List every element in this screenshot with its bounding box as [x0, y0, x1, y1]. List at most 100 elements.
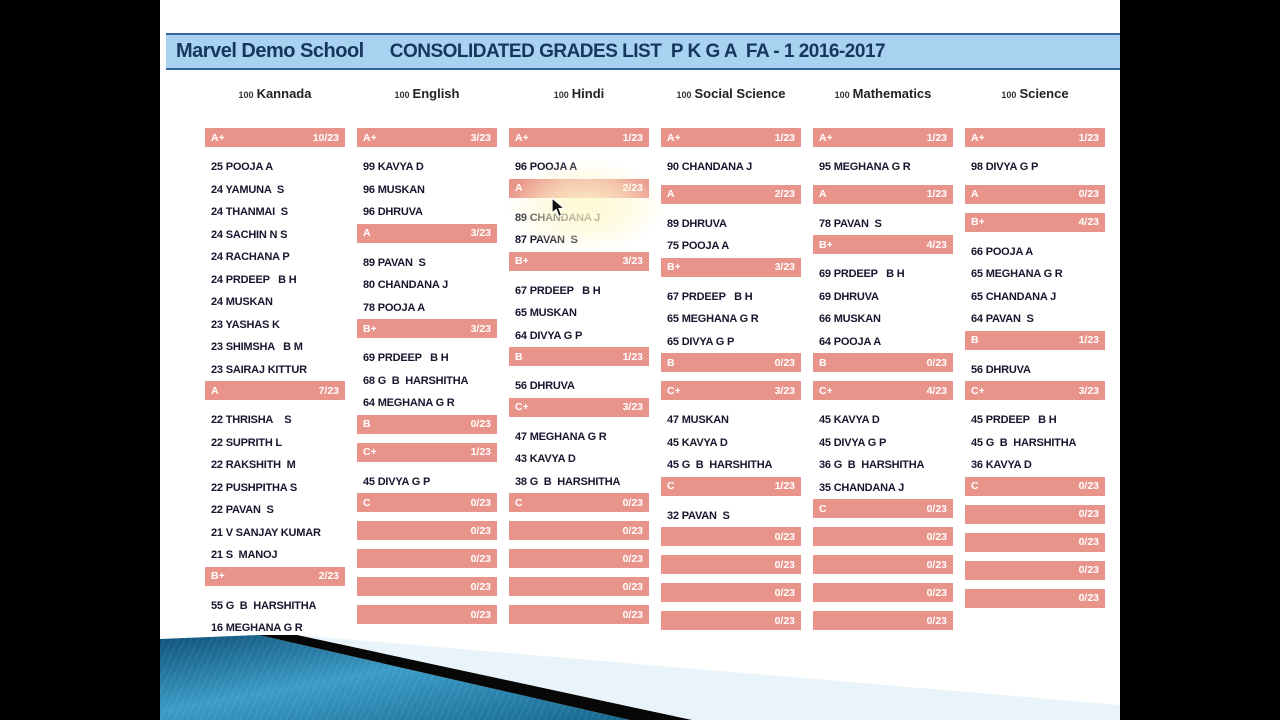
student-row[interactable]: 35 CHANDANA J	[819, 481, 905, 494]
grade-count: 3/23	[774, 261, 795, 273]
student-row[interactable]: 24 PRDEEP B H	[211, 273, 297, 286]
student-row[interactable]: 67 PRDEEP B H	[667, 290, 753, 303]
student-row[interactable]: 21 S MANOJ	[211, 549, 278, 561]
student-row[interactable]: 78 POOJA A	[363, 301, 425, 314]
student-row[interactable]: 89 DHRUVA	[667, 217, 727, 230]
student-row[interactable]: 90 CHANDANA J	[667, 161, 753, 173]
student-row[interactable]: 65 CHANDANA J	[971, 290, 1057, 303]
grade-count: 2/23	[774, 188, 795, 200]
student-row[interactable]: 45 KAVYA D	[819, 414, 880, 426]
student-row[interactable]: 22 PUSHPITHA S	[211, 481, 298, 494]
student-row[interactable]: 43 KAVYA D	[515, 453, 576, 465]
student-row[interactable]: 45 G B HARSHITHA	[971, 436, 1077, 449]
student-row[interactable]: 89 PAVAN S	[363, 256, 426, 269]
student-row[interactable]: 45 DIVYA G P	[363, 475, 431, 488]
grade-count: 0/23	[926, 586, 947, 599]
right-letterbox-bar	[1120, 0, 1280, 720]
student-row[interactable]: 23 SAIRAJ KITTUR	[211, 363, 307, 376]
student-row[interactable]: 69 PRDEEP B H	[819, 268, 905, 280]
student-row[interactable]: 65 MEGHANA G R	[667, 313, 759, 325]
student-row[interactable]: 56 DHRUVA	[971, 363, 1031, 376]
student-row[interactable]: 66 MUSKAN	[819, 313, 881, 325]
student-row[interactable]: 65 MEGHANA G R	[971, 268, 1063, 280]
student-row[interactable]: 25 POOJA A	[211, 161, 273, 173]
subject-name: Kannada	[256, 86, 312, 101]
student-row[interactable]: 96 POOJA A	[515, 161, 577, 173]
grade-count: 1/23	[622, 350, 643, 363]
max-marks-label: 100	[1001, 90, 1017, 100]
report-page: Marvel Demo School CONSOLIDATED GRADES L…	[160, 0, 1120, 720]
student-row[interactable]: 24 YAMUNA S	[211, 183, 284, 196]
grade-band: 0/23	[357, 521, 497, 540]
student-row[interactable]: 22 SUPRITH L	[211, 436, 282, 449]
student-row[interactable]: 45 G B HARSHITHA	[667, 459, 773, 471]
grade-count: 1/23	[1078, 131, 1099, 144]
student-row[interactable]: 21 V SANJAY KUMAR	[211, 526, 321, 539]
student-row[interactable]: 96 DHRUVA	[363, 206, 423, 218]
grade-band: C+ 4/23	[813, 381, 953, 400]
student-row[interactable]: 64 MEGHANA G R	[363, 397, 455, 409]
student-row[interactable]: 68 G B HARSHITHA	[363, 374, 469, 387]
grade-count: 4/23	[1078, 216, 1099, 228]
grade-band: 0/23	[509, 549, 649, 568]
student-row[interactable]: 56 DHRUVA	[515, 380, 575, 392]
grade-count: 1/23	[1078, 334, 1099, 346]
student-row[interactable]: 69 PRDEEP B H	[363, 352, 449, 364]
grade-band: C+ 3/23	[509, 397, 649, 417]
grade-count: 0/23	[1078, 592, 1099, 604]
grade-label: C+	[819, 384, 833, 397]
grade-label: A	[211, 384, 219, 397]
student-row[interactable]: 45 KAVYA D	[667, 436, 728, 449]
student-row[interactable]: 95 MEGHANA G R	[819, 161, 911, 173]
grade-band: A 1/23	[813, 184, 953, 204]
student-row[interactable]: 36 KAVYA D	[971, 459, 1032, 471]
student-row[interactable]: 64 PAVAN S	[971, 313, 1034, 325]
student-row[interactable]: 80 CHANDANA J	[363, 279, 449, 291]
student-row[interactable]: 69 DHRUVA	[819, 290, 879, 303]
student-row[interactable]: 55 G B HARSHITHA	[211, 599, 317, 612]
student-row[interactable]: 66 POOJA A	[971, 245, 1033, 258]
grade-band: B 0/23	[357, 414, 497, 434]
student-row[interactable]: 67 PRDEEP B H	[515, 284, 601, 297]
grade-band: C 0/23	[813, 499, 953, 518]
student-row[interactable]: 65 MUSKAN	[515, 307, 577, 319]
student-row[interactable]: 23 SHIMSHA B M	[211, 341, 303, 353]
student-row[interactable]: 96 MUSKAN	[363, 183, 425, 196]
student-row[interactable]: 38 G B HARSHITHA	[515, 475, 621, 488]
student-row[interactable]: 22 THRISHA S	[211, 414, 292, 426]
grade-label: B	[971, 334, 979, 346]
student-row[interactable]: 24 THANMAI S	[211, 206, 288, 218]
grade-band: 0/23	[813, 611, 953, 630]
max-marks-label: 100	[676, 90, 692, 100]
student-row[interactable]: 32 PAVAN S	[667, 509, 730, 522]
student-row[interactable]: 75 POOJA A	[667, 240, 729, 252]
student-row[interactable]: 98 DIVYA G P	[971, 161, 1039, 173]
student-row[interactable]: 64 DIVYA G P	[515, 329, 583, 342]
student-row[interactable]: 45 PRDEEP B H	[971, 414, 1057, 426]
student-row[interactable]: 47 MEGHANA G R	[515, 430, 607, 443]
grade-band: 0/23	[965, 532, 1105, 552]
student-row[interactable]: 87 PAVAN S	[515, 234, 578, 246]
student-row[interactable]: 89 CHANDANA J	[515, 211, 601, 224]
grade-band: C 1/23	[661, 476, 801, 496]
student-row[interactable]: 22 PAVAN S	[211, 504, 274, 516]
student-row[interactable]: 24 MUSKAN	[211, 296, 273, 308]
student-row[interactable]: 99 KAVYA D	[363, 161, 424, 173]
student-row[interactable]: 24 SACHIN N S	[211, 228, 288, 241]
student-row[interactable]: 64 POOJA A	[819, 335, 881, 348]
grade-label: C+	[363, 446, 377, 458]
student-row[interactable]: 22 RAKSHITH M	[211, 459, 296, 471]
student-row[interactable]: 16 MEGHANA G R	[211, 622, 303, 634]
grade-band: B 1/23	[965, 330, 1105, 350]
grade-column-hindi: A+ 1/23 96 POOJA A A 2/23 89 CHANDANA J 87 PAV…	[509, 128, 649, 633]
student-row[interactable]: 45 DIVYA G P	[819, 436, 887, 449]
grade-band: A 7/23	[205, 381, 345, 400]
student-row[interactable]: 24 RACHANA P	[211, 251, 290, 263]
student-row[interactable]: 47 MUSKAN	[667, 414, 729, 426]
student-row[interactable]: 78 PAVAN S	[819, 217, 882, 230]
grade-label: B+	[819, 238, 833, 251]
student-row[interactable]: 65 DIVYA G P	[667, 335, 735, 348]
student-row[interactable]: 36 G B HARSHITHA	[819, 459, 925, 471]
grade-count: 0/23	[774, 586, 795, 599]
student-row[interactable]: 23 YASHAS K	[211, 318, 280, 331]
